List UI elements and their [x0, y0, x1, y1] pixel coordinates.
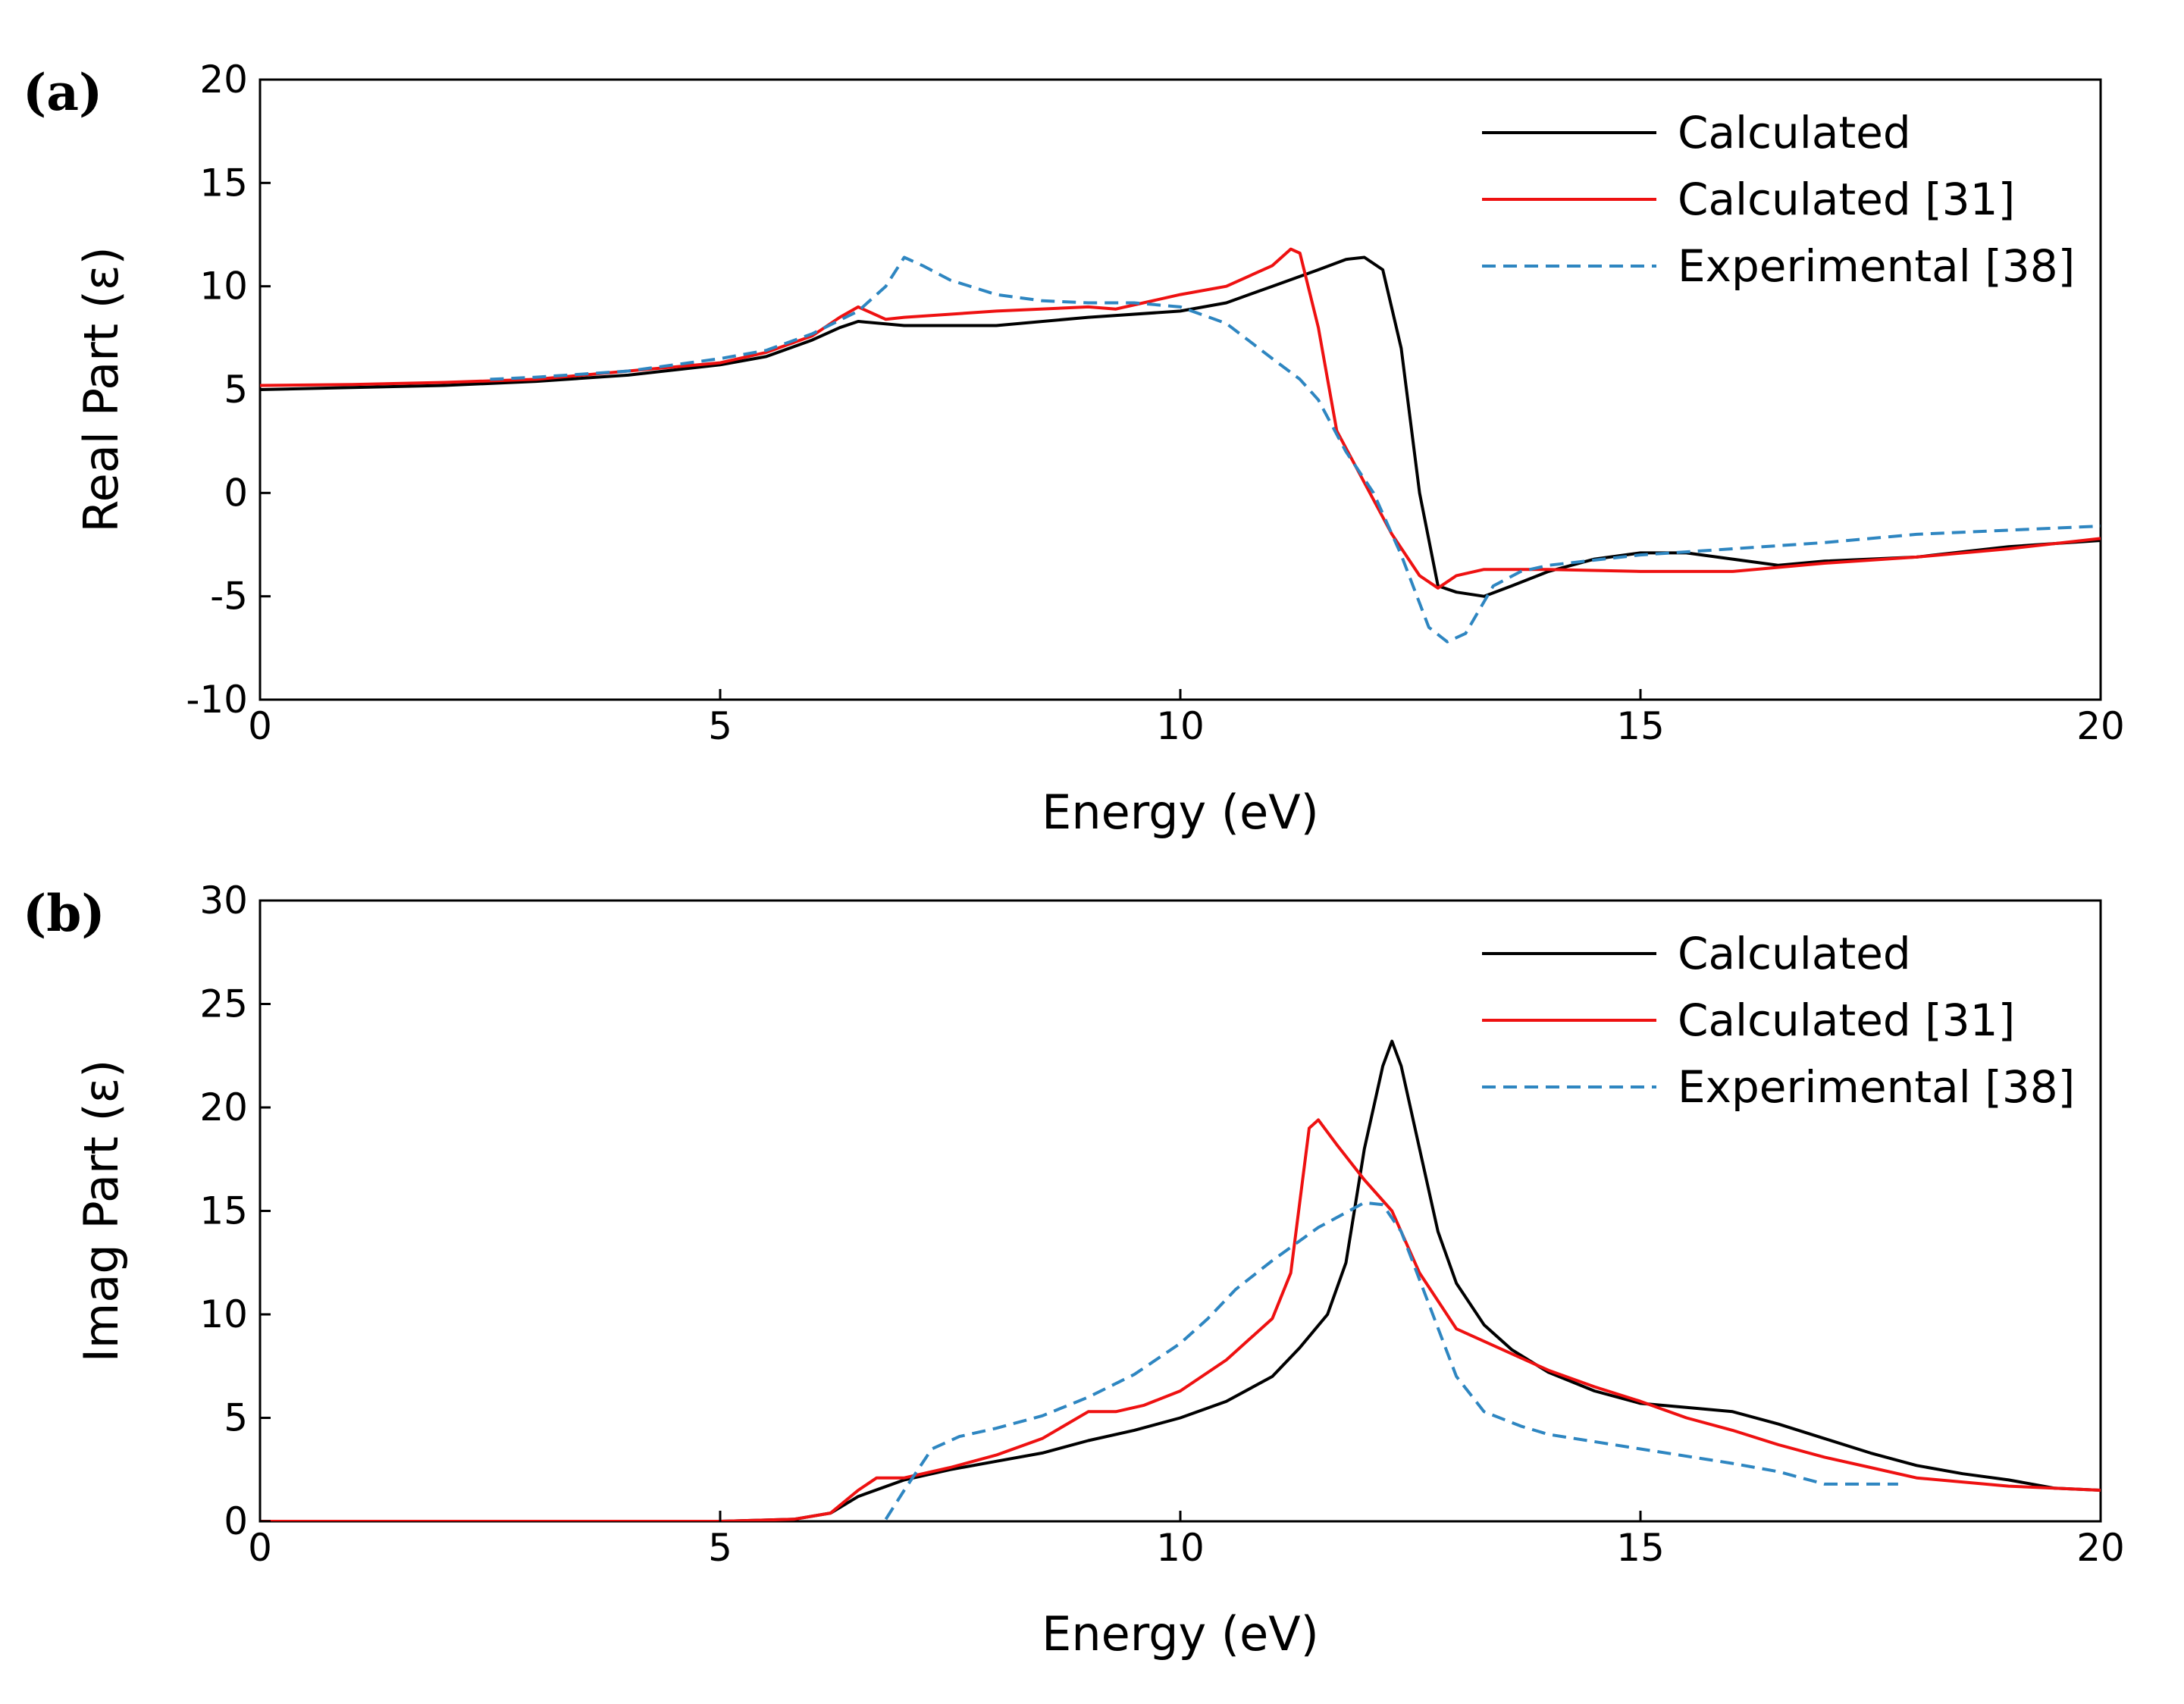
- x-tick-label-b: 5: [708, 1526, 732, 1570]
- x-tick-label-b: 20: [2076, 1526, 2125, 1570]
- series-line-b-1: [260, 1118, 2101, 1521]
- y-tick-label-b: 10: [199, 1292, 248, 1336]
- x-tick-label-b: 15: [1616, 1526, 1665, 1570]
- legend-b: Calculated Calculated [31] Experimental [3…: [1482, 928, 2075, 1113]
- legend-label-a-0: Calculated: [1678, 107, 1911, 158]
- x-axis-label-b: Energy (eV): [1042, 1606, 1319, 1662]
- y-tick-label-a: 15: [199, 161, 248, 205]
- y-tick-label-b: 30: [199, 879, 248, 922]
- y-axis-label-b: Imag Part (ε): [74, 1060, 129, 1363]
- legend-label-a-1: Calculated [31]: [1678, 174, 2015, 225]
- series-line-a-0: [260, 255, 2101, 598]
- series-group-b: [260, 1039, 2101, 1521]
- x-tick-label-a: 0: [248, 704, 272, 748]
- x-tick-label-b: 0: [248, 1526, 272, 1570]
- y-tick-label-a: 0: [224, 471, 248, 515]
- panel-label-a: (a): [23, 63, 102, 122]
- y-tick-label-b: 5: [224, 1396, 248, 1440]
- legend-label-b-2: Experimental [38]: [1678, 1061, 2075, 1113]
- y-tick-label-a: 20: [199, 58, 248, 102]
- y-tick-label-a: 10: [199, 265, 248, 309]
- y-tick-label-b: 20: [199, 1085, 248, 1129]
- plot-frame-b: [259, 899, 2102, 1523]
- legend-a: Calculated Calculated [31] Experimental [3…: [1482, 107, 2075, 292]
- x-tick-label-a: 5: [708, 704, 732, 748]
- series-line-b-2: [884, 1201, 1898, 1521]
- y-axis-label-a: Real Part (ε): [74, 246, 129, 532]
- x-tick-label-a: 20: [2076, 704, 2125, 748]
- series-line-a-1: [260, 247, 2101, 590]
- series-line-b-0: [260, 1039, 2101, 1521]
- panel-label-b: (b): [23, 884, 105, 943]
- y-tick-label-b: 0: [224, 1499, 248, 1543]
- x-tick-label-a: 15: [1616, 704, 1665, 748]
- x-axis-label-a: Energy (eV): [1042, 785, 1319, 840]
- x-tick-label-a: 10: [1156, 704, 1205, 748]
- y-tick-label-a: -5: [210, 575, 248, 619]
- y-tick-label-b: 25: [199, 982, 248, 1026]
- y-tick-label-a: -10: [186, 678, 248, 722]
- y-tick-label-a: 5: [224, 368, 248, 412]
- legend-label-b-0: Calculated: [1678, 928, 1911, 979]
- plot-frame-a: [259, 78, 2102, 701]
- panel-b: (b) 0 5 10 15 20 0 5 10 15 20 25 30 Energy (eV) Imag P…: [23, 879, 2125, 1662]
- y-tick-label-b: 15: [199, 1189, 248, 1233]
- series-line-a-2: [490, 255, 2101, 644]
- legend-label-a-2: Experimental [38]: [1678, 240, 2075, 292]
- x-tick-label-b: 10: [1156, 1526, 1205, 1570]
- legend-label-b-1: Calculated [31]: [1678, 995, 2015, 1046]
- panel-a: (a) 0 5 10 15 20 -10 -5 0 5 10 15 20 Energy (eV) Real …: [23, 58, 2125, 840]
- series-group-a: [260, 247, 2101, 644]
